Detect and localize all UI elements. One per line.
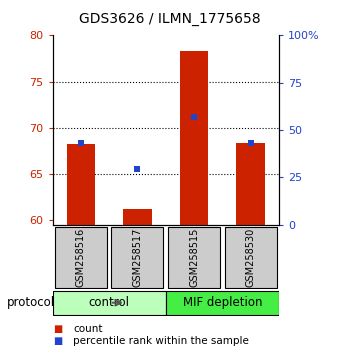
Text: control: control [89,296,130,309]
Text: GDS3626 / ILMN_1775658: GDS3626 / ILMN_1775658 [79,12,261,27]
Text: GSM258530: GSM258530 [245,227,256,287]
Text: ■: ■ [53,336,62,346]
Text: protocol: protocol [7,296,55,309]
Text: GSM258515: GSM258515 [189,227,199,287]
Bar [224,227,276,288]
Bar [236,143,265,225]
Bar [180,51,208,225]
Text: MIF depletion: MIF depletion [183,296,262,309]
Bar [55,227,107,288]
Text: percentile rank within the sample: percentile rank within the sample [73,336,249,346]
Text: ■: ■ [53,324,62,333]
Bar [168,227,220,288]
Bar [53,291,166,315]
Text: count: count [73,324,103,333]
Bar [67,144,95,225]
Text: GSM258517: GSM258517 [133,227,142,287]
Bar [112,227,164,288]
Bar [166,291,279,315]
Bar [123,209,152,225]
Text: GSM258516: GSM258516 [76,227,86,287]
